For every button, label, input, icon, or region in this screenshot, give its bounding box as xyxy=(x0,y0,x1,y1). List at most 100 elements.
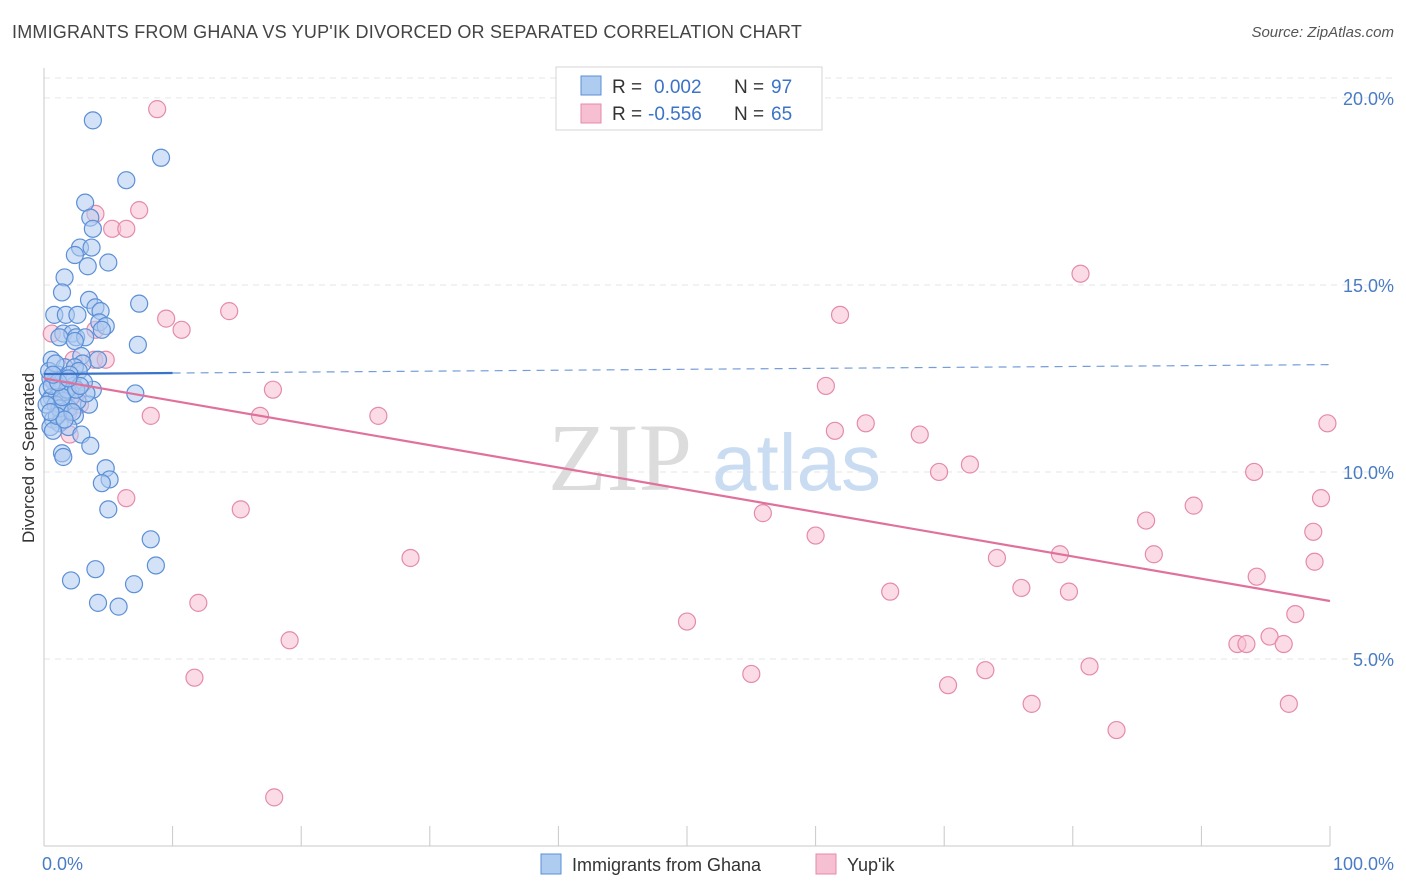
yupik-point xyxy=(1012,578,1031,598)
yupik-point xyxy=(148,100,167,119)
yupik-point xyxy=(816,376,835,396)
ghana-points xyxy=(37,111,171,616)
yupik-point xyxy=(753,504,772,523)
y-tick-label: 20.0% xyxy=(1343,89,1394,109)
x-tick-label: 0.0% xyxy=(42,854,83,874)
legend-swatch-ghana xyxy=(540,853,562,875)
yupik-point xyxy=(910,425,929,444)
yupik-point xyxy=(1245,462,1264,482)
legend: Immigrants from Ghana Yup'ik xyxy=(540,853,895,875)
stats-swatch-yupik xyxy=(580,103,602,124)
ghana-point xyxy=(68,305,87,324)
stats-r-value-yupik: -0.556 xyxy=(648,104,702,125)
ghana-point xyxy=(54,447,73,467)
ghana-point xyxy=(88,593,108,612)
yupik-point xyxy=(830,305,850,324)
ghana-point xyxy=(99,253,118,272)
trend-lines xyxy=(43,364,1331,603)
ghana-point xyxy=(151,148,171,167)
ghana-point xyxy=(146,556,165,575)
yupik-point xyxy=(1304,522,1323,541)
yupik-point xyxy=(117,489,136,508)
yupik-point xyxy=(929,462,949,482)
yupik-point xyxy=(1107,720,1126,740)
yupik-point xyxy=(263,380,283,399)
y-tick-label: 10.0% xyxy=(1343,463,1394,483)
legend-label-yupik: Yup'ik xyxy=(847,855,895,875)
ghana-point xyxy=(92,474,111,493)
yupik-point xyxy=(1260,627,1279,646)
ghana-point xyxy=(50,328,69,347)
ghana-point xyxy=(82,238,101,257)
ghana-point xyxy=(130,294,149,313)
yupik-point xyxy=(280,631,299,650)
ghana-point xyxy=(88,350,108,369)
yupik-point xyxy=(141,406,160,425)
yupik-point xyxy=(960,455,980,474)
yupik-point xyxy=(117,219,136,238)
y-tick-label: 5.0% xyxy=(1353,650,1394,670)
y-axis-label: Divorced or Separated xyxy=(19,373,38,543)
yupik-point xyxy=(742,664,761,684)
stats-n-value-yupik: 65 xyxy=(771,104,792,125)
ghana-point xyxy=(141,530,160,549)
ghana-point xyxy=(124,575,144,594)
yupik-point xyxy=(1311,489,1331,508)
yupik-point xyxy=(157,309,176,328)
ghana-point xyxy=(92,320,111,339)
chart-source: Source: ZipAtlas.com xyxy=(1251,24,1394,41)
yupik-point xyxy=(1279,694,1298,713)
yupik-point xyxy=(1184,496,1203,515)
yupik-point xyxy=(806,526,825,545)
ghana-point xyxy=(78,257,97,276)
ghana-trend-line-extension xyxy=(172,364,1331,374)
yupik-point xyxy=(881,582,900,601)
yupik-point xyxy=(938,676,958,695)
watermark-atlas: atlas xyxy=(712,418,881,507)
stats-n-value-ghana: 97 xyxy=(771,77,792,98)
ghana-point xyxy=(55,268,74,287)
yupik-point xyxy=(677,612,697,631)
yupik-point xyxy=(1144,545,1163,564)
yupik-points xyxy=(42,100,1337,807)
yupik-point xyxy=(401,548,420,568)
ghana-point xyxy=(65,245,84,265)
yupik-point xyxy=(1305,552,1324,571)
yupik-point xyxy=(1274,634,1293,654)
yupik-point xyxy=(265,788,284,807)
ghana-point xyxy=(61,571,81,590)
ghana-point xyxy=(55,410,74,429)
ghana-point xyxy=(83,219,102,238)
stats-r-value-ghana: 0.002 xyxy=(654,77,702,98)
yupik-point xyxy=(1022,694,1041,713)
ghana-point xyxy=(117,171,136,190)
ghana-point xyxy=(41,403,60,422)
yupik-point xyxy=(130,201,149,220)
yupik-point xyxy=(1080,657,1099,676)
x-minor-ticks xyxy=(43,826,1331,846)
watermark-zip: ZIP xyxy=(548,404,692,511)
stats-n-label-ghana: N = xyxy=(734,77,764,98)
yupik-point xyxy=(369,406,388,425)
ghana-point xyxy=(52,283,72,302)
chart-title: IMMIGRANTS FROM GHANA VS YUP'IK DIVORCED… xyxy=(12,22,803,42)
x-tick-labels: 0.0% 100.0% xyxy=(42,854,1394,874)
ghana-point xyxy=(83,111,102,130)
ghana-point xyxy=(65,331,84,351)
yupik-point xyxy=(976,661,995,680)
yupik-trend-line xyxy=(43,377,1331,603)
yupik-point xyxy=(185,668,204,687)
y-tick-label: 15.0% xyxy=(1343,276,1394,296)
x-tick-label: 100.0% xyxy=(1333,854,1394,874)
legend-label-ghana: Immigrants from Ghana xyxy=(572,855,762,875)
stats-swatch-ghana xyxy=(580,75,602,96)
legend-swatch-yupik xyxy=(815,853,837,875)
ghana-point xyxy=(86,560,105,579)
yupik-point xyxy=(1137,511,1156,530)
yupik-point xyxy=(1318,414,1337,433)
stats-n-label-yupik: N = xyxy=(734,104,764,125)
yupik-point xyxy=(825,421,844,440)
yupik-point xyxy=(1071,264,1090,283)
stats-box: R = 0.002 N = 97 R = -0.556 N = 65 xyxy=(555,66,823,131)
yupik-point xyxy=(856,414,875,433)
